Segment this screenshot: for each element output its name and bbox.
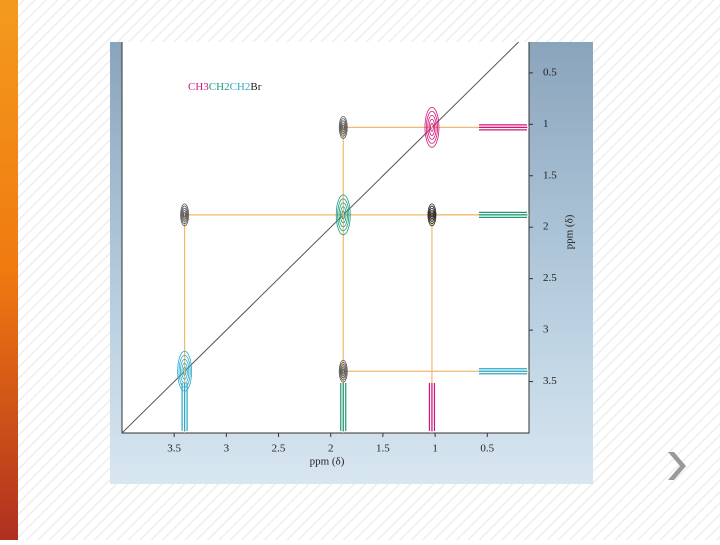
x-tick-label: 1.5 (376, 443, 390, 455)
formula-part: H3 (195, 81, 209, 93)
contour (428, 205, 436, 225)
contour (338, 359, 348, 383)
x-tick-label: 0.5 (480, 443, 494, 455)
contour (427, 203, 437, 227)
x-tick-label: 1 (432, 443, 438, 455)
contour (430, 123, 434, 132)
contour (340, 364, 347, 379)
y-tick-label: 3 (543, 324, 549, 336)
contour (338, 202, 348, 228)
plot-area (122, 42, 529, 433)
peak (335, 194, 351, 236)
formula-part: CH2 (230, 81, 251, 93)
x-tick-label: 2 (328, 443, 334, 455)
contour (430, 212, 434, 218)
peak (338, 116, 348, 139)
formula-part: Br (250, 81, 261, 93)
y-axis-label: ppm (δ) (564, 214, 576, 249)
contour (182, 210, 187, 220)
y-tick-label: 3.5 (543, 375, 557, 387)
y-tick-label: 1.5 (543, 169, 557, 181)
x-tick-label: 3 (224, 443, 230, 455)
y-tick-label: 0.5 (543, 66, 557, 78)
contour (341, 210, 346, 220)
contour (342, 124, 345, 131)
contour (340, 206, 347, 224)
contour (429, 207, 435, 222)
contour (341, 122, 346, 133)
y-tick-label: 2 (543, 221, 549, 233)
diagonal (121, 41, 519, 434)
contour (341, 366, 346, 377)
contour (339, 362, 347, 381)
formula: CH3CH2CH2Br (188, 81, 262, 93)
peak (180, 203, 190, 227)
contour (428, 119, 436, 136)
contour (429, 210, 434, 220)
contour (182, 366, 187, 376)
contour (181, 207, 188, 222)
peak (338, 359, 348, 383)
contour (427, 115, 437, 140)
peak (424, 107, 440, 148)
x-axis-label: ppm (δ) (310, 456, 345, 468)
contour (424, 107, 440, 148)
contour (335, 194, 351, 236)
contour (338, 116, 348, 139)
contour (342, 368, 345, 374)
contour (181, 362, 188, 380)
contour (181, 205, 189, 225)
x-tick-label: 2.5 (272, 443, 286, 455)
peak (427, 203, 437, 227)
formula-part: CH2 (209, 81, 230, 93)
contour (183, 212, 186, 218)
contour (339, 118, 347, 137)
contour (337, 198, 350, 232)
x-tick-label: 3.5 (167, 443, 181, 455)
next-arrow[interactable] (668, 452, 686, 480)
y-tick-label: 2.5 (543, 272, 557, 284)
contour (340, 120, 347, 135)
contour (425, 111, 438, 144)
contour (180, 203, 190, 227)
accent-bar (0, 0, 18, 540)
formula-part: C (188, 81, 195, 93)
y-tick-label: 1 (543, 118, 549, 130)
plot-border (121, 42, 530, 434)
